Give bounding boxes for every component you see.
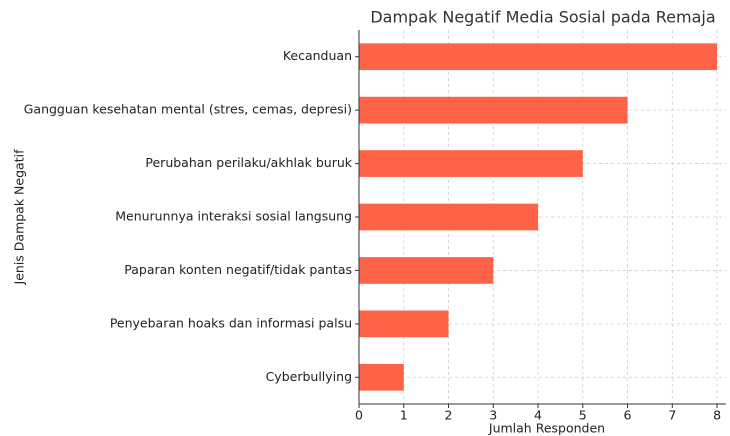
x-tick-label: 8: [713, 408, 721, 423]
bar: [359, 43, 718, 71]
x-tick-label: 4: [534, 408, 542, 423]
y-tick-label: Menurunnya interaksi sosial langsung: [115, 209, 352, 224]
bar: [359, 150, 583, 177]
x-axis-label: Jumlah Responden: [488, 421, 605, 436]
y-tick-label: Cyberbullying: [266, 369, 352, 384]
y-tick-label: Perubahan perilaku/akhlak buruk: [145, 155, 352, 170]
y-tick-label: Gangguan kesehatan mental (stres, cemas,…: [24, 102, 352, 117]
bar: [359, 96, 628, 124]
chart-title: Dampak Negatif Media Sosial pada Remaja: [370, 8, 715, 27]
bar: [359, 363, 404, 391]
y-axis-label: Jenis Dampak Negatif: [12, 149, 27, 286]
bar: [359, 310, 449, 338]
x-tick-label: 3: [489, 408, 497, 423]
x-tick-label: 2: [445, 408, 453, 423]
x-tick-label: 6: [624, 408, 632, 423]
x-tick-label: 5: [579, 408, 587, 423]
x-tick-label: 1: [400, 408, 408, 423]
x-tick-label: 0: [355, 408, 363, 423]
bar: [359, 203, 539, 231]
bar: [359, 257, 494, 284]
y-tick-label: Paparan konten negatif/tidak pantas: [124, 262, 352, 277]
y-tick-label: Penyebaran hoaks dan informasi palsu: [110, 315, 352, 330]
y-tick-label: Kecanduan: [283, 48, 352, 63]
x-tick-label: 7: [668, 408, 676, 423]
